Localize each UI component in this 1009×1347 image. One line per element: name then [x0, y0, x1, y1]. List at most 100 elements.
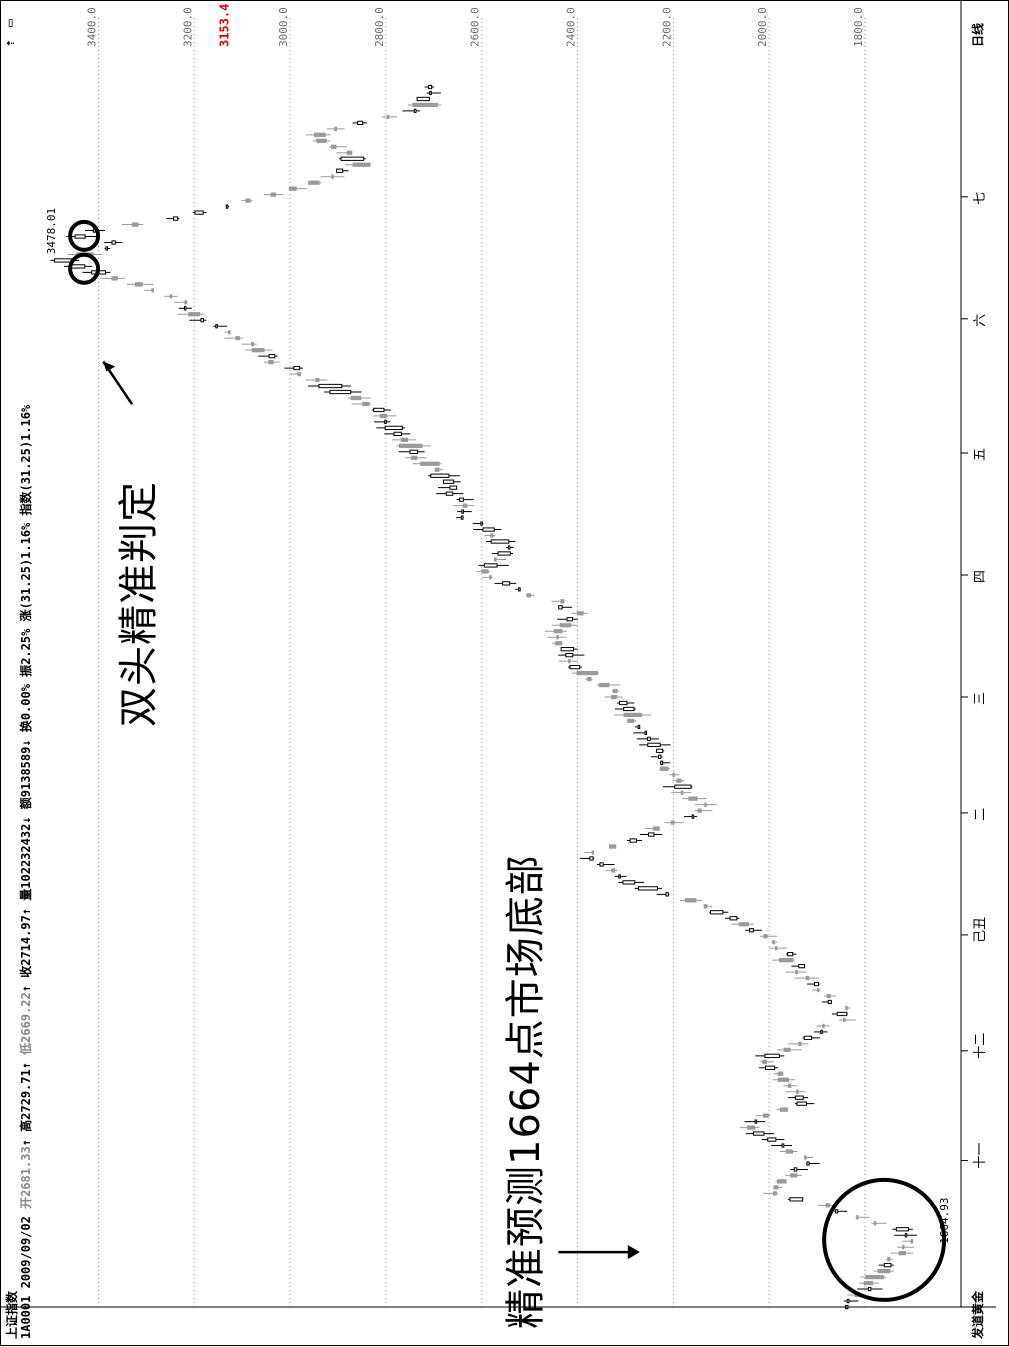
candle	[635, 724, 641, 730]
candle	[831, 1011, 848, 1017]
candle-body-down	[843, 1017, 846, 1023]
candle-body-up	[895, 1227, 910, 1232]
high-value: 2729.71	[19, 1069, 33, 1120]
candle-body-up	[173, 216, 179, 221]
candle	[551, 599, 565, 604]
candle-body-up	[490, 539, 510, 544]
candle	[491, 551, 514, 556]
candle-body-down	[188, 312, 201, 317]
candle	[126, 282, 154, 287]
candle-body-up	[787, 952, 794, 957]
y-tick-label: 1800.0	[852, 7, 865, 47]
candle-body-down	[228, 330, 231, 335]
candle	[761, 1137, 785, 1142]
candle	[857, 1286, 883, 1292]
candle	[639, 742, 671, 747]
candle-body-down	[845, 1005, 848, 1011]
candle-body-up	[200, 318, 204, 323]
candle	[484, 533, 496, 538]
candle-body-up	[846, 1298, 850, 1304]
candle-body-down	[877, 1268, 891, 1274]
market-bottom-circle	[822, 1177, 947, 1302]
candle-body-up	[618, 700, 628, 706]
candle-body-up	[836, 1011, 848, 1017]
candle-body-up	[566, 617, 574, 622]
candle-body-down	[350, 395, 362, 401]
candle	[143, 288, 155, 293]
candle-body-down	[901, 1245, 905, 1250]
candle-body-up	[416, 96, 430, 102]
grid-lines	[98, 17, 866, 1307]
candle	[416, 96, 431, 102]
candle-body-down	[670, 820, 675, 825]
candle	[614, 712, 652, 718]
y-tick-label: 3000.0	[277, 7, 290, 47]
arrow-head-double-top	[103, 361, 116, 372]
candle	[794, 1101, 815, 1106]
current-price-label: 3153.4	[218, 4, 232, 47]
candle-body-down	[816, 987, 820, 993]
candle-body-up	[623, 706, 635, 712]
candle	[776, 1107, 788, 1112]
min-price-label: 1664.93	[938, 1197, 951, 1243]
window-icon[interactable]: ▭	[3, 19, 18, 27]
low-label: 低	[19, 1042, 33, 1055]
candle-body-down	[412, 102, 438, 108]
up-arrow-icon[interactable]: ⇡	[3, 39, 18, 47]
candle-body-up	[340, 156, 365, 161]
y-tick-label: 3400.0	[85, 7, 98, 47]
candle-body-up	[413, 108, 417, 114]
candle-body-up	[765, 1065, 776, 1070]
candle-body-up	[647, 832, 655, 837]
candle-body-down	[434, 467, 440, 472]
candle	[807, 981, 820, 987]
candle-body-up	[803, 1035, 813, 1041]
candle-body-up	[827, 999, 832, 1005]
candle-body-up	[445, 491, 454, 496]
candle	[878, 1263, 894, 1268]
candle	[547, 635, 567, 640]
candle	[614, 874, 627, 879]
candle-body-down	[783, 1047, 791, 1052]
x-month-label: 四	[973, 570, 988, 583]
period-label[interactable]: 日线	[971, 22, 985, 47]
candle	[245, 348, 273, 353]
candle-body-down	[703, 904, 708, 909]
candle-body-up	[629, 838, 637, 843]
turnover-label: 换	[19, 720, 33, 733]
candle	[811, 987, 820, 993]
candle	[785, 1173, 802, 1178]
candle-body-up	[814, 981, 820, 987]
candle	[396, 443, 432, 448]
candle	[627, 838, 643, 843]
candle-body-up	[497, 551, 511, 556]
candle	[779, 1149, 798, 1154]
candle-body-up	[691, 814, 695, 819]
candle	[785, 1089, 806, 1094]
candle-body-down	[762, 1059, 767, 1064]
candle-body-up	[507, 545, 511, 550]
candle	[373, 413, 397, 419]
candle	[614, 706, 636, 712]
candle	[791, 963, 806, 969]
candle-body-down	[576, 611, 584, 616]
candle	[557, 617, 578, 622]
candle-body-up	[565, 653, 574, 658]
candle	[189, 318, 207, 323]
candle-body-down	[131, 222, 139, 227]
candle	[121, 222, 144, 227]
candle-body-down	[697, 808, 702, 813]
candle-body-down	[316, 138, 327, 143]
candle-body-down	[773, 1185, 779, 1190]
candle	[558, 653, 585, 658]
candle	[224, 336, 243, 341]
candle	[891, 1251, 914, 1256]
candle	[626, 718, 637, 724]
candle-body-up	[656, 748, 664, 753]
candle-body-down	[379, 413, 388, 419]
candle-body-down	[777, 1071, 784, 1076]
candle	[382, 114, 398, 120]
